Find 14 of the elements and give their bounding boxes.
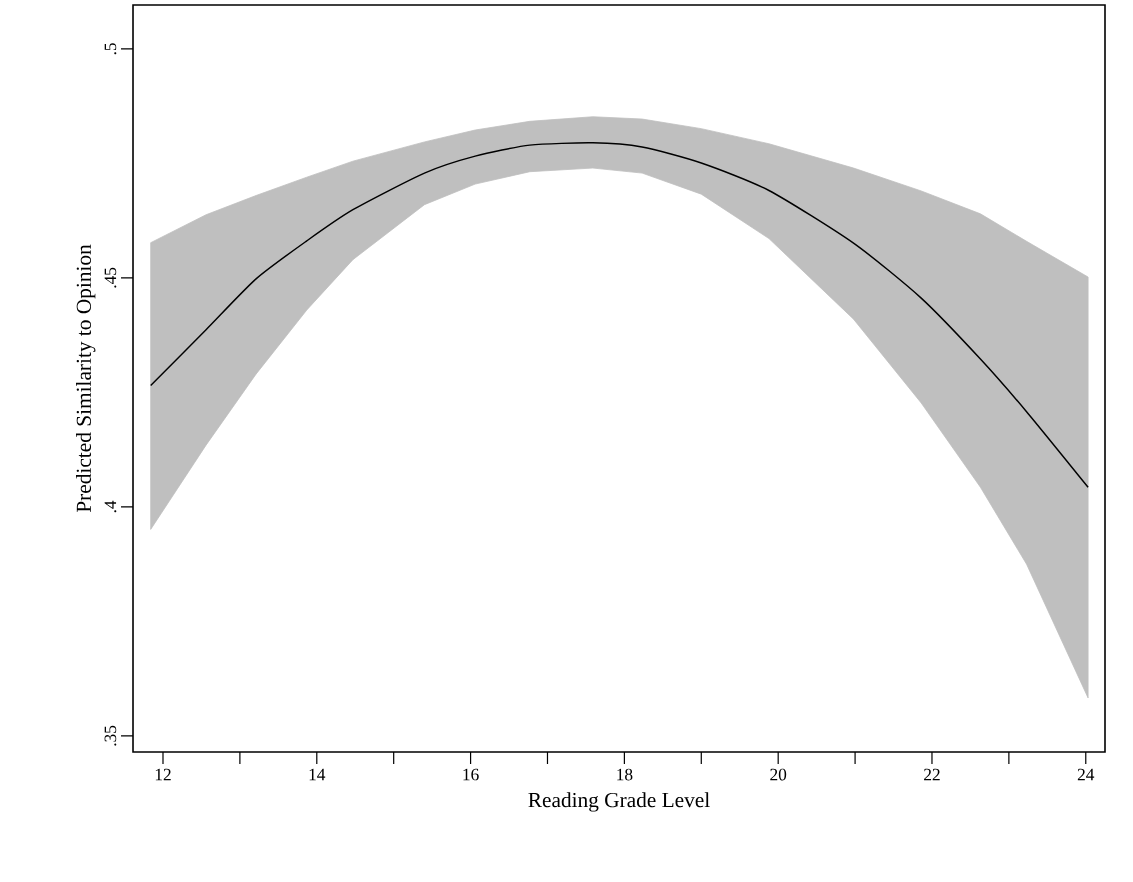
y-tick-label: .35 [104, 725, 117, 746]
x-tick-label: 16 [463, 768, 479, 781]
x-tick-label: 14 [309, 768, 326, 781]
x-axis-title: Reading Grade Level [528, 792, 710, 812]
y-tick-label: .5 [104, 43, 117, 55]
x-tick-label: 22 [924, 768, 940, 781]
line-series [149, 142, 1089, 488]
x-tick-label: 20 [770, 768, 787, 781]
y-tick-label: .4 [104, 500, 117, 513]
x-tick-label: 12 [155, 768, 171, 781]
x-tick-label: 24 [1077, 768, 1095, 781]
x-tick-label: 18 [617, 768, 633, 781]
y-axis-title: Predicted Similarity to Opinion [76, 244, 96, 513]
y-tick-label: .45 [104, 267, 117, 288]
